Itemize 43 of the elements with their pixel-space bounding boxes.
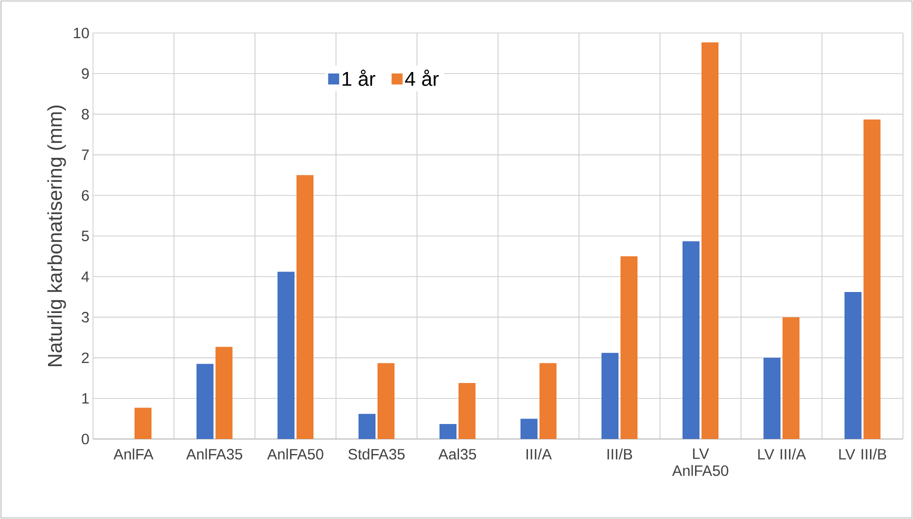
bar	[782, 317, 800, 439]
y-tick-label: 5	[82, 230, 89, 242]
bar	[216, 346, 233, 439]
bar	[196, 364, 214, 439]
y-tick-label: 8	[82, 108, 89, 120]
bar	[440, 424, 457, 439]
bar	[844, 292, 862, 439]
bar	[278, 272, 295, 439]
bar	[358, 414, 376, 439]
y-tick-label: 9	[82, 68, 89, 79]
y-tick-label: 4	[81, 271, 90, 282]
y-tick-label: 6	[82, 190, 89, 201]
y-tick-label: 7	[82, 150, 89, 160]
legend-label: 1 år	[342, 70, 376, 86]
y-tick-label: 0	[82, 434, 89, 444]
bar	[620, 256, 638, 439]
bar	[864, 119, 881, 439]
x-tick-label: AnlFA50	[267, 448, 324, 460]
y-tick-label: 10	[74, 28, 89, 38]
x-tick-label: Aal35	[438, 448, 476, 460]
bar	[378, 363, 395, 439]
x-tick-label: LV III/B	[839, 448, 886, 460]
y-axis-title: Naturlig karbonatisering (mm)	[47, 106, 66, 366]
x-tick-label: AnlFA35	[186, 448, 242, 460]
bar	[296, 175, 314, 439]
bar	[540, 363, 557, 439]
bar	[764, 358, 781, 439]
legend-label: 4 år	[405, 70, 439, 86]
x-tick-label: LV III/A	[758, 448, 806, 460]
x-tick-label: III/B	[608, 448, 632, 460]
y-tick-label: 3	[82, 312, 89, 323]
y-tick-label: 2	[82, 352, 89, 364]
bar	[458, 382, 476, 439]
bar	[682, 241, 700, 439]
bar	[602, 352, 619, 439]
x-tick-label: LV AnlFA50	[672, 448, 728, 476]
y-tick-label: 1	[82, 393, 89, 404]
bar	[702, 42, 719, 439]
x-tick-label: AnlFA	[114, 448, 154, 460]
x-tick-label: III/A	[526, 448, 552, 460]
bar	[134, 408, 152, 439]
bar	[520, 418, 538, 439]
x-tick-label: StdFA35	[348, 448, 405, 460]
